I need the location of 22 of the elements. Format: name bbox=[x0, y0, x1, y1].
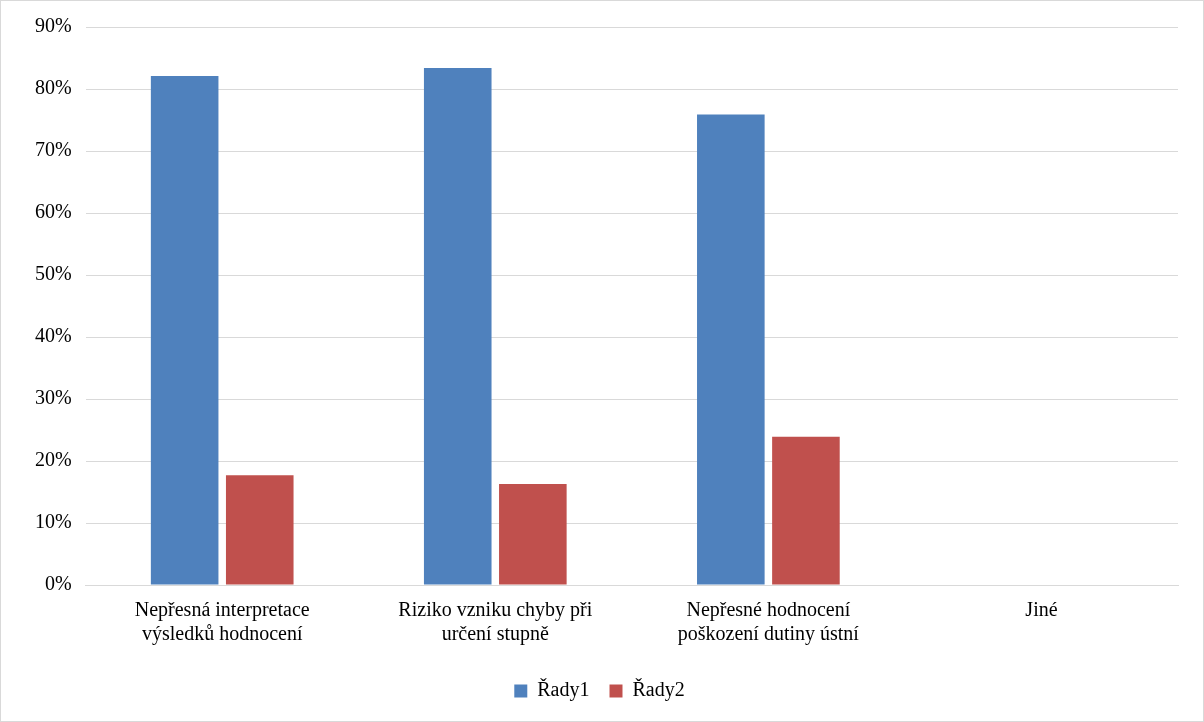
y-tick-label: 0% bbox=[44, 572, 72, 595]
y-tick-label: 10% bbox=[34, 510, 72, 533]
bar bbox=[772, 436, 840, 585]
bar bbox=[150, 75, 219, 585]
legend-label: Řady1 bbox=[537, 678, 590, 702]
bar bbox=[499, 483, 567, 585]
y-tick-label: 60% bbox=[34, 200, 72, 223]
x-tick-label: Jiné bbox=[1025, 598, 1058, 621]
y-tick-label: 90% bbox=[34, 14, 72, 37]
y-tick-label: 30% bbox=[34, 386, 72, 409]
y-tick-label: 70% bbox=[34, 138, 72, 161]
bar bbox=[697, 114, 765, 585]
legend-label: Řady2 bbox=[632, 678, 685, 702]
y-tick-label: 80% bbox=[34, 76, 72, 99]
y-tick-label: 50% bbox=[34, 262, 72, 285]
x-tick-label: Riziko vzniku chyby při určení stupně bbox=[398, 598, 593, 646]
y-tick-label: 20% bbox=[34, 448, 72, 471]
bar bbox=[423, 67, 492, 585]
bar bbox=[225, 475, 294, 585]
x-tick-label: Nepřesná interpretace výsledků hodnocení bbox=[134, 598, 310, 646]
x-tick-label: Nepřesné hodnocení poškození dutiny ústní bbox=[677, 598, 860, 646]
y-tick-label: 40% bbox=[34, 324, 72, 347]
